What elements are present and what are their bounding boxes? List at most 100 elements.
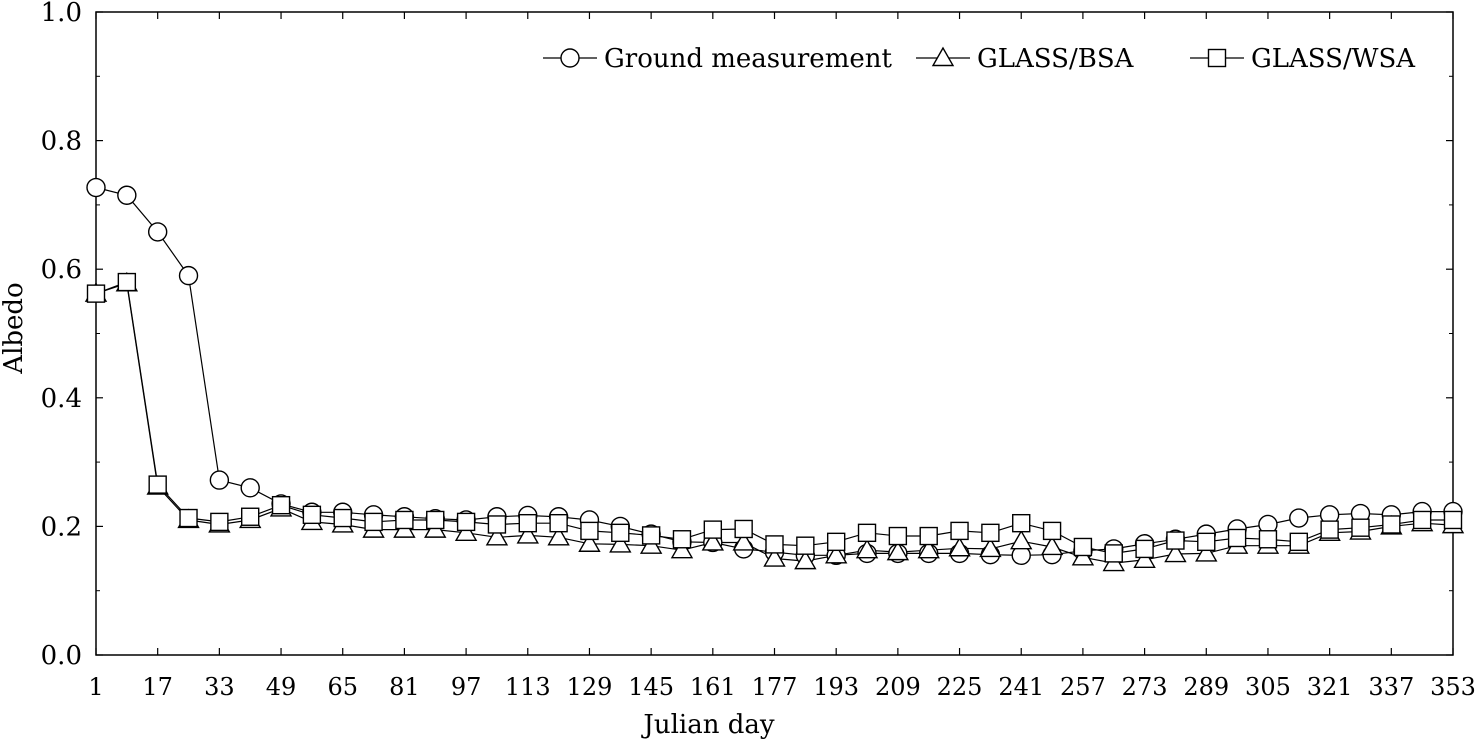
x-tick-label: 353: [1430, 673, 1475, 701]
series-line-triangle: [95, 282, 1454, 564]
x-tick-label: 241: [998, 673, 1044, 701]
y-tick-label: 0.2: [41, 512, 82, 542]
series-markers: [84, 177, 1465, 572]
data-point-square: [1382, 515, 1401, 534]
x-axis-label: Julian day: [640, 710, 774, 739]
data-point-circle: [240, 478, 260, 498]
legend-label: GLASS/BSA: [977, 44, 1135, 74]
data-point-triangle: [1040, 535, 1064, 556]
data-point-square: [1227, 528, 1247, 548]
data-point-triangle: [701, 531, 725, 551]
data-point-square: [518, 513, 537, 533]
legend-label: Ground measurement: [604, 44, 892, 74]
data-point-square: [1166, 531, 1185, 550]
x-tick-label: 273: [1122, 673, 1168, 701]
series-lines: [95, 186, 1454, 564]
x-tick-label: 145: [628, 673, 674, 701]
data-point-circle: [117, 185, 137, 205]
data-point-square: [302, 505, 322, 525]
data-point-triangle: [1010, 529, 1033, 550]
data-point-square: [888, 526, 908, 546]
data-point-square: [426, 510, 445, 530]
data-point-square: [611, 523, 630, 543]
data-point-square: [703, 520, 723, 539]
data-point-triangle: [732, 531, 755, 551]
data-point-triangle: [948, 536, 971, 557]
y-tick-label: 0.6: [41, 255, 82, 285]
x-tick-label: 129: [567, 673, 613, 701]
y-tick-label: 0.0: [41, 641, 82, 671]
data-point-square: [919, 526, 938, 546]
data-point-square: [271, 495, 291, 515]
x-tick-label: 81: [389, 673, 420, 701]
data-point-square: [641, 526, 661, 545]
data-point-triangle: [516, 523, 539, 544]
data-point-square: [179, 508, 198, 528]
data-point-square: [86, 284, 106, 303]
x-tick-label: 305: [1245, 673, 1291, 701]
data-point-square: [549, 513, 568, 533]
x-tick-label: 113: [505, 673, 551, 701]
data-point-square: [1289, 532, 1308, 552]
data-point-triangle: [979, 537, 1002, 558]
data-point-square: [364, 512, 383, 532]
data-point-square: [765, 535, 784, 554]
data-point-triangle: [485, 525, 509, 546]
data-point-triangle: [763, 547, 786, 567]
y-tick-label: 1.0: [41, 0, 82, 28]
data-point-square: [981, 523, 1000, 543]
x-tick-label: 337: [1368, 673, 1414, 701]
data-point-square: [456, 512, 476, 532]
data-point-triangle: [1195, 541, 1218, 562]
data-point-square: [1351, 518, 1370, 537]
legend-label: GLASS/WSA: [1251, 44, 1416, 74]
data-point-triangle: [547, 525, 570, 546]
data-point-square: [148, 475, 167, 494]
data-point-square: [210, 512, 229, 532]
data-point-square: [826, 532, 846, 552]
data-point-triangle: [917, 538, 940, 559]
data-point-circle: [1289, 508, 1309, 528]
legend: Ground measurement GLASS/BSA GLASS/WSA: [543, 44, 1416, 74]
axis-ticks: 1 17 33 49 65 81 97 113 129 145 161 177 193 209 225 241…: [41, 0, 1475, 701]
x-tick-label: 321: [1307, 673, 1353, 701]
data-point-triangle: [578, 532, 601, 552]
series-line-circle: [95, 186, 1453, 556]
data-point-square: [734, 519, 753, 539]
data-point-square: [1197, 532, 1216, 552]
data-point-square: [241, 507, 260, 526]
data-point-square: [333, 508, 352, 528]
data-point-triangle: [1164, 542, 1187, 563]
data-point-square: [1073, 537, 1093, 557]
data-point-triangle: [886, 540, 910, 561]
x-tick-label: 161: [690, 673, 736, 701]
data-point-square: [857, 523, 877, 543]
data-point-square: [1104, 544, 1123, 563]
data-point-square: [487, 515, 507, 534]
data-point-triangle: [609, 532, 632, 553]
data-point-triangle: [794, 549, 817, 570]
data-point-triangle: [454, 521, 478, 542]
x-tick-label: 225: [937, 673, 983, 701]
data-point-square: [580, 521, 599, 541]
data-point-triangle: [1133, 548, 1156, 569]
x-tick-label: 33: [204, 673, 235, 701]
data-point-circle: [147, 222, 168, 242]
legend-marker-circle: [560, 48, 580, 68]
legend-marker-triangle: [931, 46, 955, 67]
data-point-square: [672, 530, 692, 549]
data-point-square: [1412, 510, 1432, 530]
x-tick-label: 193: [813, 673, 859, 701]
data-point-triangle: [824, 543, 848, 564]
x-tick-label: 177: [752, 673, 798, 701]
x-tick-label: 65: [327, 673, 358, 701]
data-point-square: [1042, 521, 1062, 541]
data-point-circle: [178, 265, 199, 286]
y-tick-label: 0.4: [41, 384, 82, 414]
y-axis-label: Albedo: [0, 282, 29, 374]
legend-marker-square: [1207, 48, 1227, 68]
data-point-square: [1258, 530, 1278, 549]
x-tick-label: 289: [1183, 673, 1229, 701]
x-tick-label: 257: [1060, 673, 1106, 701]
